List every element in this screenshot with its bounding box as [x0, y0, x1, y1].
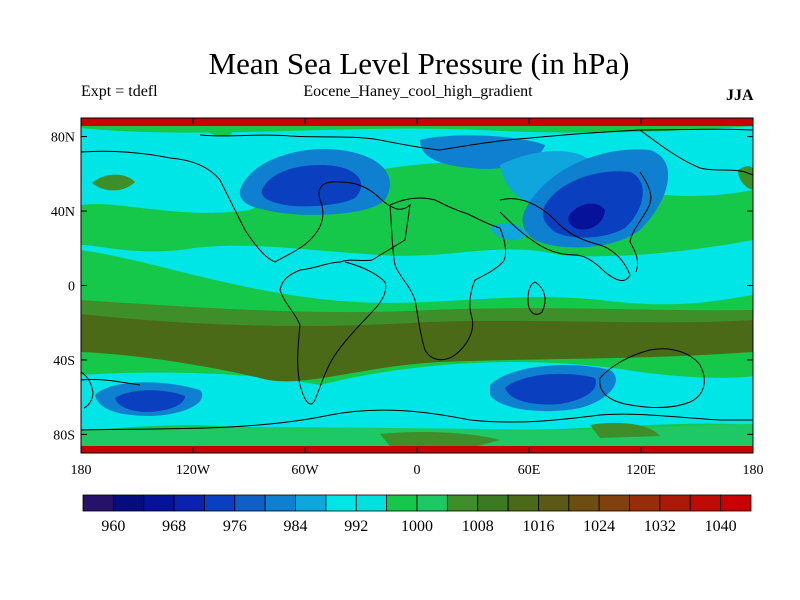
- field-north-pacific-high: [92, 174, 135, 191]
- field-north-high-east: [738, 166, 753, 190]
- lat-tick-label: 80N: [51, 131, 75, 146]
- longitude-axis: 180 120W 60W 0 60E 120E 180: [71, 463, 764, 478]
- coastline-antarctica: [81, 379, 753, 431]
- lon-tick-label: 180: [71, 463, 92, 478]
- colorbar-swatch: [538, 494, 570, 512]
- colorbar-label: 960: [101, 518, 125, 535]
- map-title: Mean Sea Level Pressure (in hPa): [208, 46, 630, 81]
- colorbar-label: 984: [284, 518, 308, 535]
- colorbar-swatch: [82, 494, 114, 512]
- field-cyan-tropics: [81, 240, 753, 305]
- colorbar-swatch: [386, 494, 418, 512]
- colorbar-swatch: [568, 494, 600, 512]
- case-name-label: Eocene_Haney_cool_high_gradient: [303, 83, 533, 100]
- colorbar-swatch: [325, 494, 357, 512]
- colorbar-swatch: [204, 494, 236, 512]
- lat-tick-label: 80S: [53, 428, 75, 443]
- colorbar-swatch: [659, 494, 691, 512]
- colorbar-swatch: [355, 494, 388, 512]
- latitude-axis: 80N 40N 0 40S 80S: [51, 131, 75, 444]
- axis-tick-marks: [80, 118, 754, 453]
- field-south-polar-high: [380, 432, 500, 448]
- colorbar-label: 1008: [462, 518, 494, 535]
- colorbar-labels: 960 968 976 984 992 1000 1008 1016 1024 1032 1040: [101, 518, 736, 535]
- colorbar-swatch: [689, 494, 722, 512]
- colorbar-label: 1016: [522, 518, 554, 535]
- colorbar-label: 1024: [583, 518, 615, 535]
- colorbar-swatch: [446, 494, 479, 512]
- field-low-na-core: [261, 165, 362, 207]
- coastline-arctic: [439, 128, 753, 151]
- colorbar-swatch: [507, 494, 539, 512]
- colorbar-swatch: [720, 494, 752, 512]
- colorbar-swatch: [234, 494, 266, 512]
- colorbar-swatch: [416, 494, 448, 512]
- colorbar: [82, 494, 752, 512]
- colorbar-label: 1000: [401, 518, 433, 535]
- colorbar-swatch: [143, 494, 175, 512]
- colorbar-swatch: [477, 494, 509, 512]
- lon-tick-label: 120E: [626, 463, 656, 478]
- lon-tick-label: 120W: [176, 463, 211, 478]
- colorbar-label: 1032: [644, 518, 676, 535]
- coastline-east-asia: [639, 129, 753, 176]
- field-arctic-patch: [205, 126, 232, 136]
- colorbar-label: 968: [162, 518, 186, 535]
- colorbar-swatch: [629, 494, 661, 512]
- colorbar-swatch: [264, 494, 296, 512]
- lat-tick-label: 40S: [53, 354, 75, 369]
- field-low-south-pacific-core: [115, 390, 185, 412]
- field-low-asia-center: [568, 203, 605, 230]
- field-low-south-indian-core: [505, 373, 596, 405]
- experiment-label: Expt = tdefl: [81, 83, 158, 100]
- colorbar-swatch: [112, 494, 145, 512]
- coastline-madagascar: [527, 281, 546, 315]
- field-south-polar-high-2: [590, 422, 660, 438]
- coastline-americas: [81, 150, 411, 405]
- lon-tick-label: 180: [743, 463, 764, 478]
- coastline-australia: [599, 348, 705, 408]
- season-label: JJA: [726, 87, 754, 104]
- coastline-africa: [389, 197, 507, 361]
- lat-tick-label: 0: [68, 280, 75, 295]
- colorbar-swatch: [598, 494, 630, 512]
- lon-tick-label: 0: [414, 463, 421, 478]
- coastlines: [81, 128, 753, 431]
- coastline-east-coast: [629, 171, 652, 273]
- colorbar-label: 976: [223, 518, 247, 535]
- colorbar-swatch: [173, 494, 205, 512]
- pressure-field: [81, 118, 753, 453]
- field-high-belt: [81, 312, 753, 382]
- coastline-asia-south: [499, 198, 631, 282]
- colorbar-swatch: [295, 494, 327, 512]
- coastline-north-america-arctic: [199, 134, 441, 151]
- colorbar-label: 1040: [705, 518, 737, 535]
- lon-tick-label: 60E: [518, 463, 541, 478]
- lat-tick-label: 40N: [51, 205, 75, 220]
- coastline-new-zealand: [81, 371, 94, 409]
- lon-tick-label: 60W: [291, 463, 319, 478]
- colorbar-label: 992: [344, 518, 368, 535]
